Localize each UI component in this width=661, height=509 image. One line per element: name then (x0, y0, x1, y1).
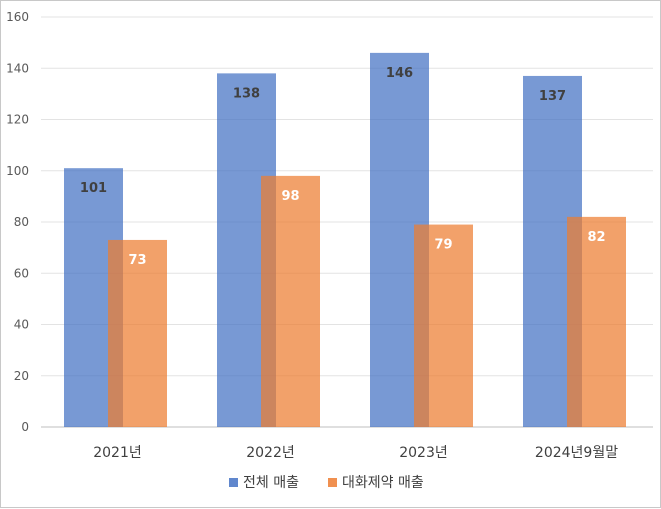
y-tick-label: 0 (21, 420, 29, 434)
x-tick-label: 2021년 (93, 445, 142, 461)
data-label: 146 (386, 66, 413, 81)
bar-daehwa-0 (108, 239, 167, 427)
legend-label: 대화제약 매출 (342, 475, 424, 491)
x-axis: 2021년 2022년 2023년 2024년9월말 (93, 445, 618, 461)
x-tick-label: 2022년 (246, 445, 295, 461)
legend-swatch (328, 478, 337, 487)
y-tick-label: 100 (6, 164, 29, 178)
y-tick-label: 120 (6, 113, 29, 127)
y-tick-label: 160 (6, 10, 29, 24)
data-label: 138 (233, 86, 260, 101)
x-tick-label: 2024년9월말 (535, 445, 618, 461)
data-labels: 101 73 138 98 146 79 137 82 (80, 66, 606, 268)
data-label: 101 (80, 181, 107, 196)
data-label: 82 (587, 230, 605, 245)
y-tick-label: 140 (6, 61, 29, 75)
legend-swatch (229, 478, 238, 487)
data-label: 79 (434, 238, 452, 253)
y-tick-label: 60 (14, 266, 29, 280)
bars (64, 52, 626, 427)
y-tick-label: 40 (14, 318, 29, 332)
y-axis: 0 20 40 60 80 100 120 140 160 (6, 10, 29, 434)
y-tick-label: 80 (14, 215, 29, 229)
legend-label: 전체 매출 (243, 475, 299, 491)
y-tick-label: 20 (14, 369, 29, 383)
bar-daehwa-3 (567, 216, 626, 427)
legend: 전체 매출 대화제약 매출 (229, 475, 424, 491)
bar-daehwa-1 (261, 175, 320, 427)
x-tick-label: 2023년 (399, 445, 448, 461)
data-label: 98 (281, 189, 299, 204)
data-label: 73 (128, 253, 146, 268)
bar-daehwa-2 (414, 224, 473, 427)
data-label: 137 (539, 89, 566, 104)
